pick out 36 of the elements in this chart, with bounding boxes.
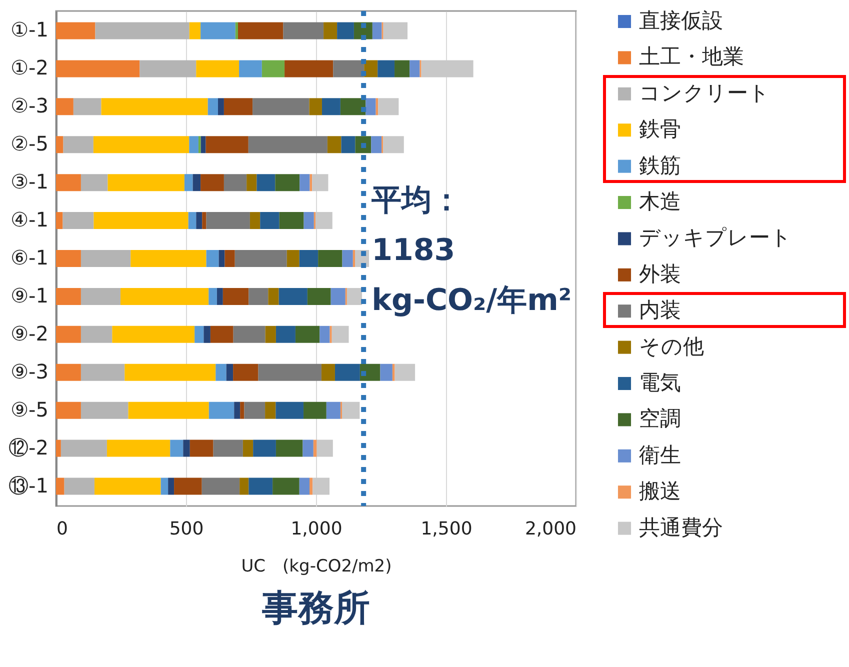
y-tick-label: ④-1 <box>10 208 48 232</box>
x-axis-title: UC (kg-CO2/m2) <box>241 556 392 576</box>
y-tick-label: ①-1 <box>10 18 48 42</box>
ref-line-label: 平均： 1183 kg-CO₂/年m² <box>370 183 572 318</box>
x-tick-label: 0 <box>56 518 68 540</box>
legend-label: 外装 <box>639 262 681 286</box>
legend-label: コンクリート <box>639 80 770 105</box>
legend-label: 空調 <box>639 406 681 431</box>
legend-label: デッキプレート <box>639 226 792 250</box>
y-tick-label: ⑫-2 <box>8 435 48 460</box>
y-tick-label: ②-3 <box>10 94 48 118</box>
y-tick-label: ⑨-2 <box>10 321 48 346</box>
y-tick-label: ⑥-1 <box>10 246 48 270</box>
legend-label: 共通費分 <box>639 515 723 540</box>
y-tick-label: ②-5 <box>10 132 48 156</box>
legend-label: 木造 <box>639 190 681 214</box>
legend-label: 搬送 <box>639 479 681 504</box>
y-tick-label: ⑨-1 <box>10 283 48 308</box>
y-tick-label: ⑨-5 <box>10 397 48 422</box>
legend-label: 衛生 <box>639 442 681 467</box>
y-tick-label: ⑬-1 <box>8 473 48 498</box>
y-tick-label: ③-1 <box>10 170 48 194</box>
y-tick-label: ①-2 <box>10 56 48 80</box>
x-tick-label: 500 <box>169 518 204 540</box>
legend-label: 電気 <box>639 370 681 394</box>
legend-label: その他 <box>639 334 704 358</box>
x-tick-label: 1,500 <box>420 518 472 540</box>
legend-label: 直接仮設 <box>639 8 723 32</box>
legend-label: 鉄筋 <box>639 153 681 178</box>
legend-label: 内装 <box>639 298 681 322</box>
y-tick-label: ⑨-3 <box>10 359 48 384</box>
text: 事務所 <box>261 588 370 629</box>
x-tick-label: 2,000 <box>524 518 576 540</box>
legend-label: 鉄骨 <box>639 117 681 142</box>
x-tick-label: 1,000 <box>290 518 342 540</box>
legend-label: 土工・地業 <box>639 44 744 69</box>
